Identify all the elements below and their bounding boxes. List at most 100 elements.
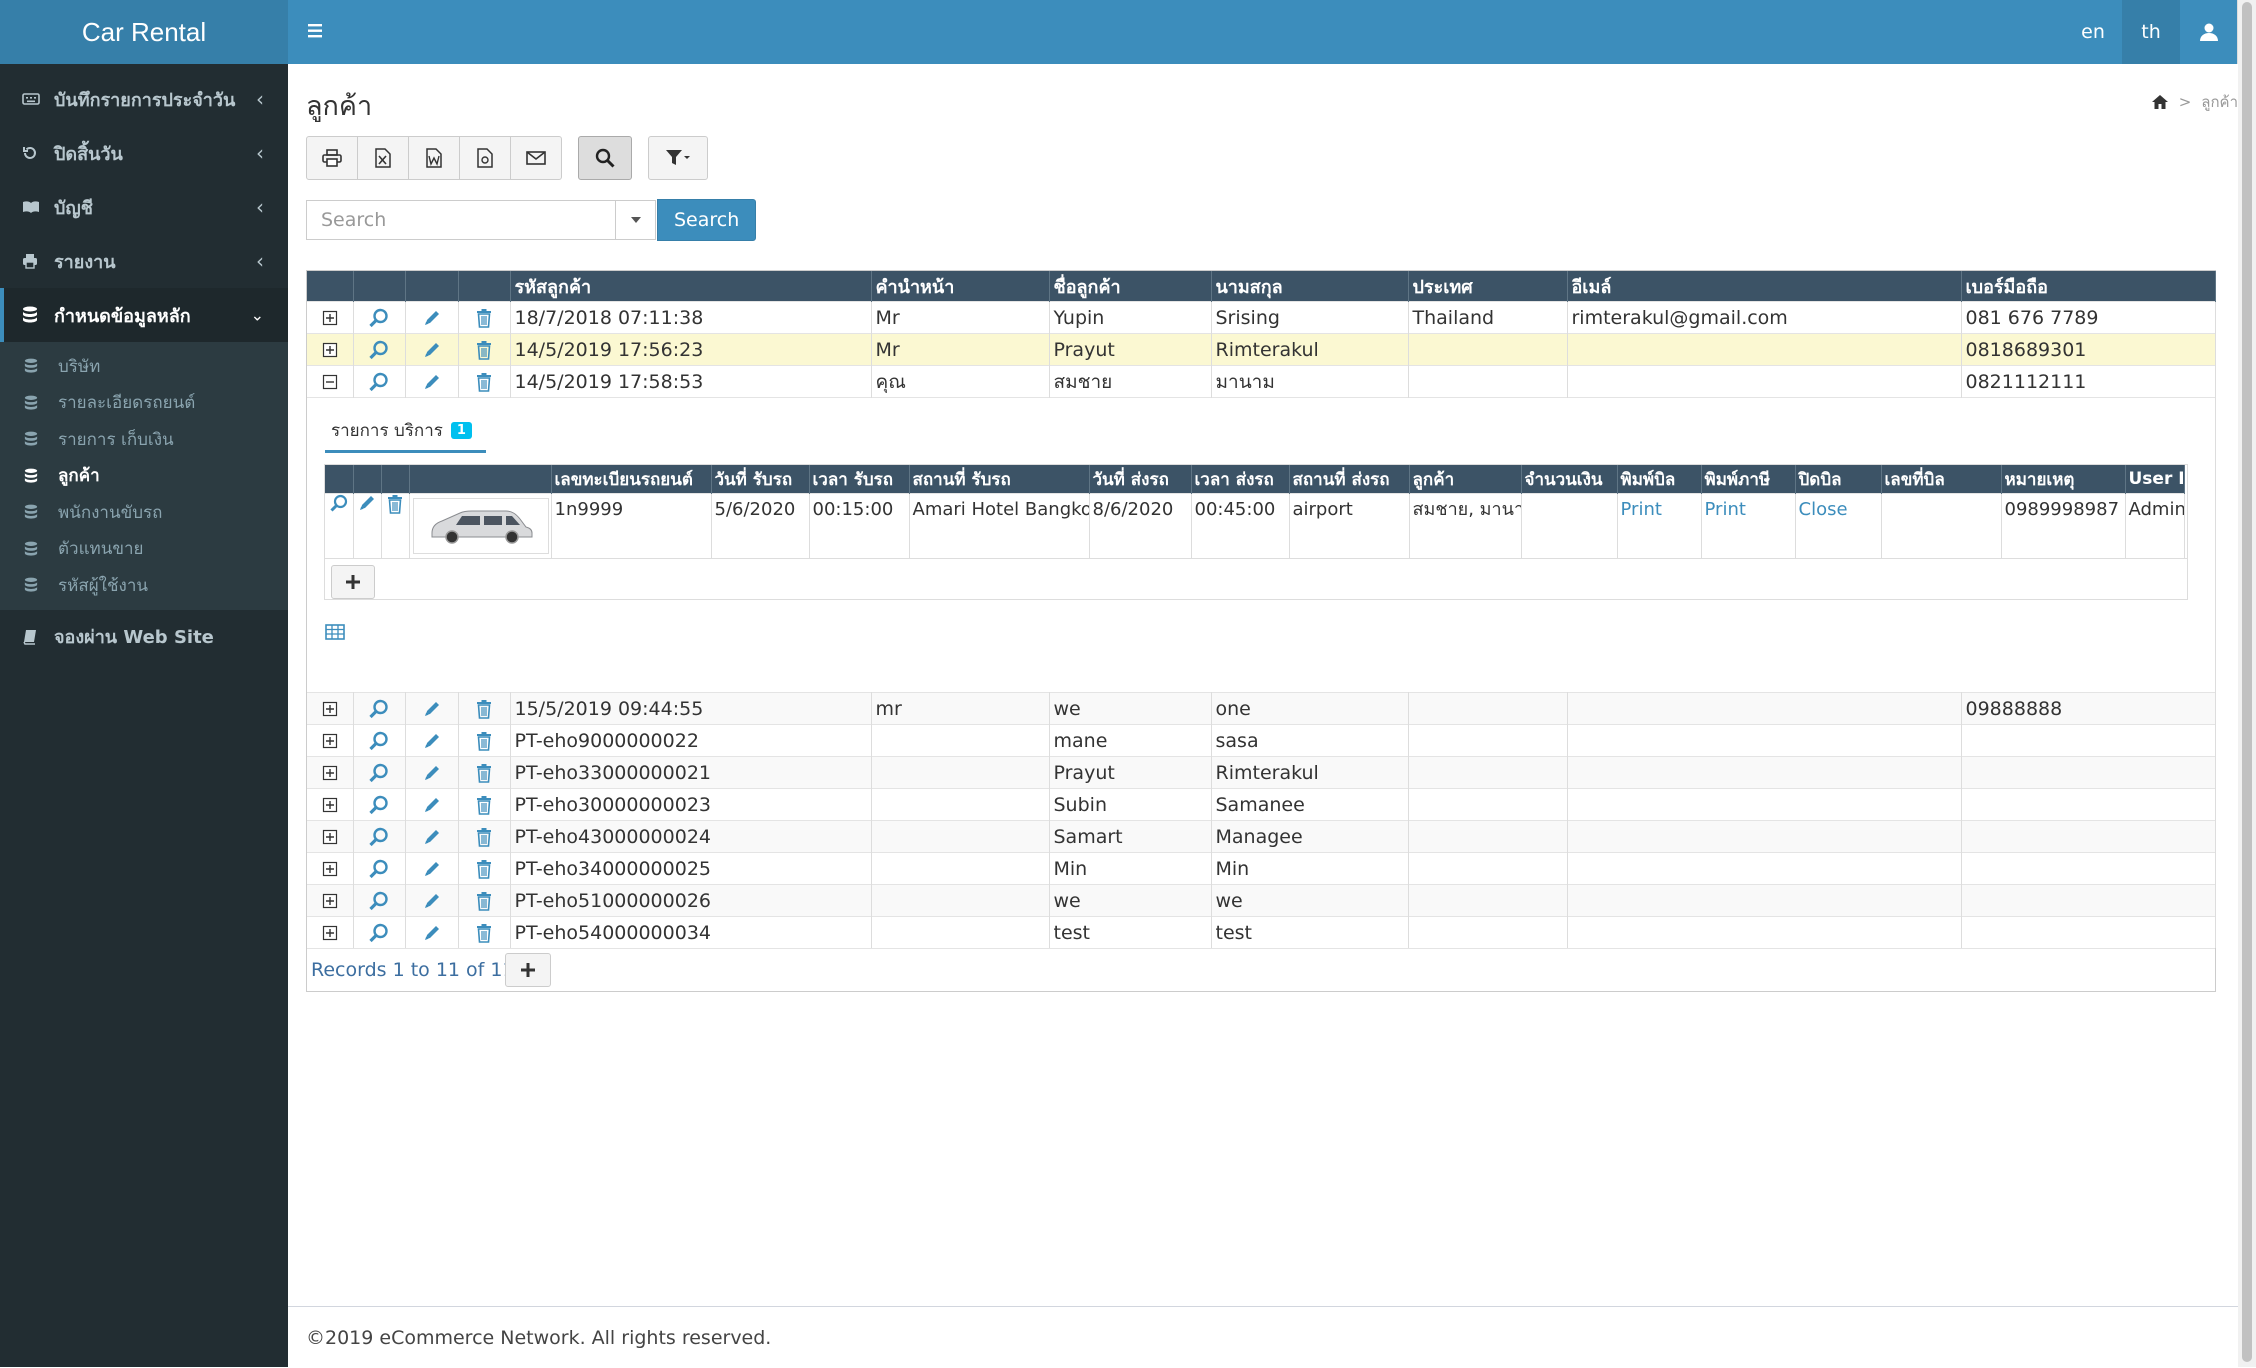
column-header-customer-code[interactable]: รหัสลูกค้า [510,271,872,302]
email-button[interactable] [510,136,562,180]
edit-pencil-icon[interactable] [354,494,381,512]
search-options-dropdown[interactable] [616,200,656,240]
expand-icon[interactable] [307,925,352,941]
trash-icon[interactable] [459,859,510,879]
service-col-close-bill[interactable]: ปิดบิล [1795,465,1882,494]
expand-icon[interactable] [307,797,352,813]
sidebar-item-daily-entry[interactable]: บันทึกรายการประจำวัน ‹ [0,72,288,126]
sidebar-subitem-users[interactable]: รหัสผู้ใช้งาน [0,567,288,604]
sidebar-item-master-data[interactable]: กำหนดข้อมูลหลัก ⌄ [0,288,288,342]
expand-icon[interactable] [307,701,352,717]
trash-icon[interactable] [382,494,409,514]
service-col-amount[interactable]: จำนวนเงิน [1521,465,1618,494]
search-button[interactable]: Search [657,199,757,241]
service-col-return-date[interactable]: วันที่ ส่งรถ [1089,465,1192,494]
table-row[interactable]: PT-eho51000000026 we we [307,884,2216,917]
column-header-first-name[interactable]: ชื่อลูกค้า [1049,271,1212,302]
sidebar-subitem-collections[interactable]: รายการ เก็บเงิน [0,421,288,458]
page-scrollbar[interactable] [2237,0,2256,1367]
table-view-icon[interactable] [325,624,345,640]
print-button[interactable] [306,136,358,180]
sidebar-subitem-sales-agents[interactable]: ตัวแทนขาย [0,531,288,568]
collapse-icon[interactable] [307,374,352,390]
table-row[interactable]: PT-eho30000000023 Subin Samanee [307,788,2216,821]
add-service-button[interactable] [331,565,375,599]
view-icon[interactable] [354,859,405,879]
edit-pencil-icon[interactable] [406,764,458,782]
service-col-print-bill[interactable]: พิมพ์บิล [1617,465,1702,494]
tab-service-list[interactable]: รายการ บริการ 1 [325,410,486,453]
sidebar-subitem-company[interactable]: บริษัท [0,348,288,385]
service-col-print-tax[interactable]: พิมพ์ภาษี [1701,465,1796,494]
column-header-email[interactable]: อีเมล์ [1567,271,1962,302]
trash-icon[interactable] [459,795,510,815]
expand-icon[interactable] [307,733,352,749]
expand-icon[interactable] [307,342,352,358]
add-customer-button[interactable] [505,953,551,987]
sidebar-subitem-customers[interactable]: ลูกค้า [0,458,288,495]
column-header-country[interactable]: ประเทศ [1408,271,1568,302]
table-row[interactable]: 15/5/2019 09:44:55 mr we one 09888888 [307,692,2216,725]
close-bill-link[interactable]: Close [1795,493,1882,558]
table-row[interactable]: PT-eho34000000025 Min Min [307,852,2216,885]
table-row[interactable]: PT-eho33000000021 Prayut Rimterakul [307,756,2216,789]
print-tax-link[interactable]: Print [1701,493,1796,558]
print-bill-link[interactable]: Print [1617,493,1702,558]
table-row[interactable]: PT-eho54000000034 test test [307,916,2216,948]
service-col-pickup-date[interactable]: วันที่ รับรถ [711,465,810,494]
trash-icon[interactable] [459,923,510,943]
trash-icon[interactable] [459,308,510,328]
view-icon[interactable] [354,923,405,943]
service-col-pickup-place[interactable]: สถานที่ รับรถ [909,465,1090,494]
expand-icon[interactable] [307,310,352,326]
view-icon[interactable] [354,372,405,392]
table-row[interactable]: 14/5/2019 17:56:23 Mr Prayut Rimterakul 0818… [307,333,2216,366]
expand-icon[interactable] [307,893,352,909]
view-icon[interactable] [354,763,405,783]
service-col-user-id[interactable]: User ID [2125,465,2185,494]
service-col-customer[interactable]: ลูกค้า [1409,465,1522,494]
view-icon[interactable] [354,699,405,719]
service-col-plate[interactable]: เลขทะเบียนรถยนต์ [551,465,712,494]
sidebar-subitem-drivers[interactable]: พนักงานขับรถ [0,494,288,531]
edit-pencil-icon[interactable] [406,732,458,750]
view-icon[interactable] [354,827,405,847]
edit-pencil-icon[interactable] [406,700,458,718]
filter-button[interactable] [648,136,708,180]
search-toggle-button[interactable] [578,136,632,180]
table-row[interactable]: 18/7/2018 07:11:38 Mr Yupin Srising Thailand… [307,301,2216,334]
trash-icon[interactable] [459,731,510,751]
sidebar-subitem-car-details[interactable]: รายละเอียดรถยนต์ [0,385,288,422]
service-col-return-time[interactable]: เวลา ส่งรถ [1191,465,1290,494]
language-en[interactable]: en [2081,21,2105,43]
expand-icon[interactable] [307,829,352,845]
view-icon[interactable] [354,308,405,328]
sidebar-item-accounts[interactable]: บัญชี ‹ [0,180,288,234]
language-th[interactable]: th [2122,0,2180,64]
column-header-mobile[interactable]: เบอร์มือถือ [1961,271,2216,302]
service-col-note[interactable]: หมายเหตุ [2001,465,2126,494]
app-logo[interactable]: Car Rental [0,0,288,64]
edit-pencil-icon[interactable] [406,860,458,878]
table-row[interactable]: PT-eho9000000022 mane sasa [307,724,2216,757]
export-excel-button[interactable] [357,136,409,180]
trash-icon[interactable] [459,340,510,360]
edit-pencil-icon[interactable] [406,796,458,814]
service-col-return-place[interactable]: สถานที่ ส่งรถ [1289,465,1410,494]
column-header-prefix[interactable]: คำนำหน้า [871,271,1050,302]
trash-icon[interactable] [459,891,510,911]
home-icon[interactable] [2151,94,2169,110]
edit-pencil-icon[interactable] [406,924,458,942]
user-icon[interactable] [2180,0,2238,64]
edit-pencil-icon[interactable] [406,892,458,910]
trash-icon[interactable] [459,372,510,392]
view-icon[interactable] [325,494,352,512]
edit-pencil-icon[interactable] [406,341,458,359]
view-icon[interactable] [354,731,405,751]
trash-icon[interactable] [459,699,510,719]
expand-icon[interactable] [307,861,352,877]
expand-icon[interactable] [307,765,352,781]
edit-pencil-icon[interactable] [406,373,458,391]
sidebar-item-reports[interactable]: รายงาน ‹ [0,234,288,288]
trash-icon[interactable] [459,763,510,783]
